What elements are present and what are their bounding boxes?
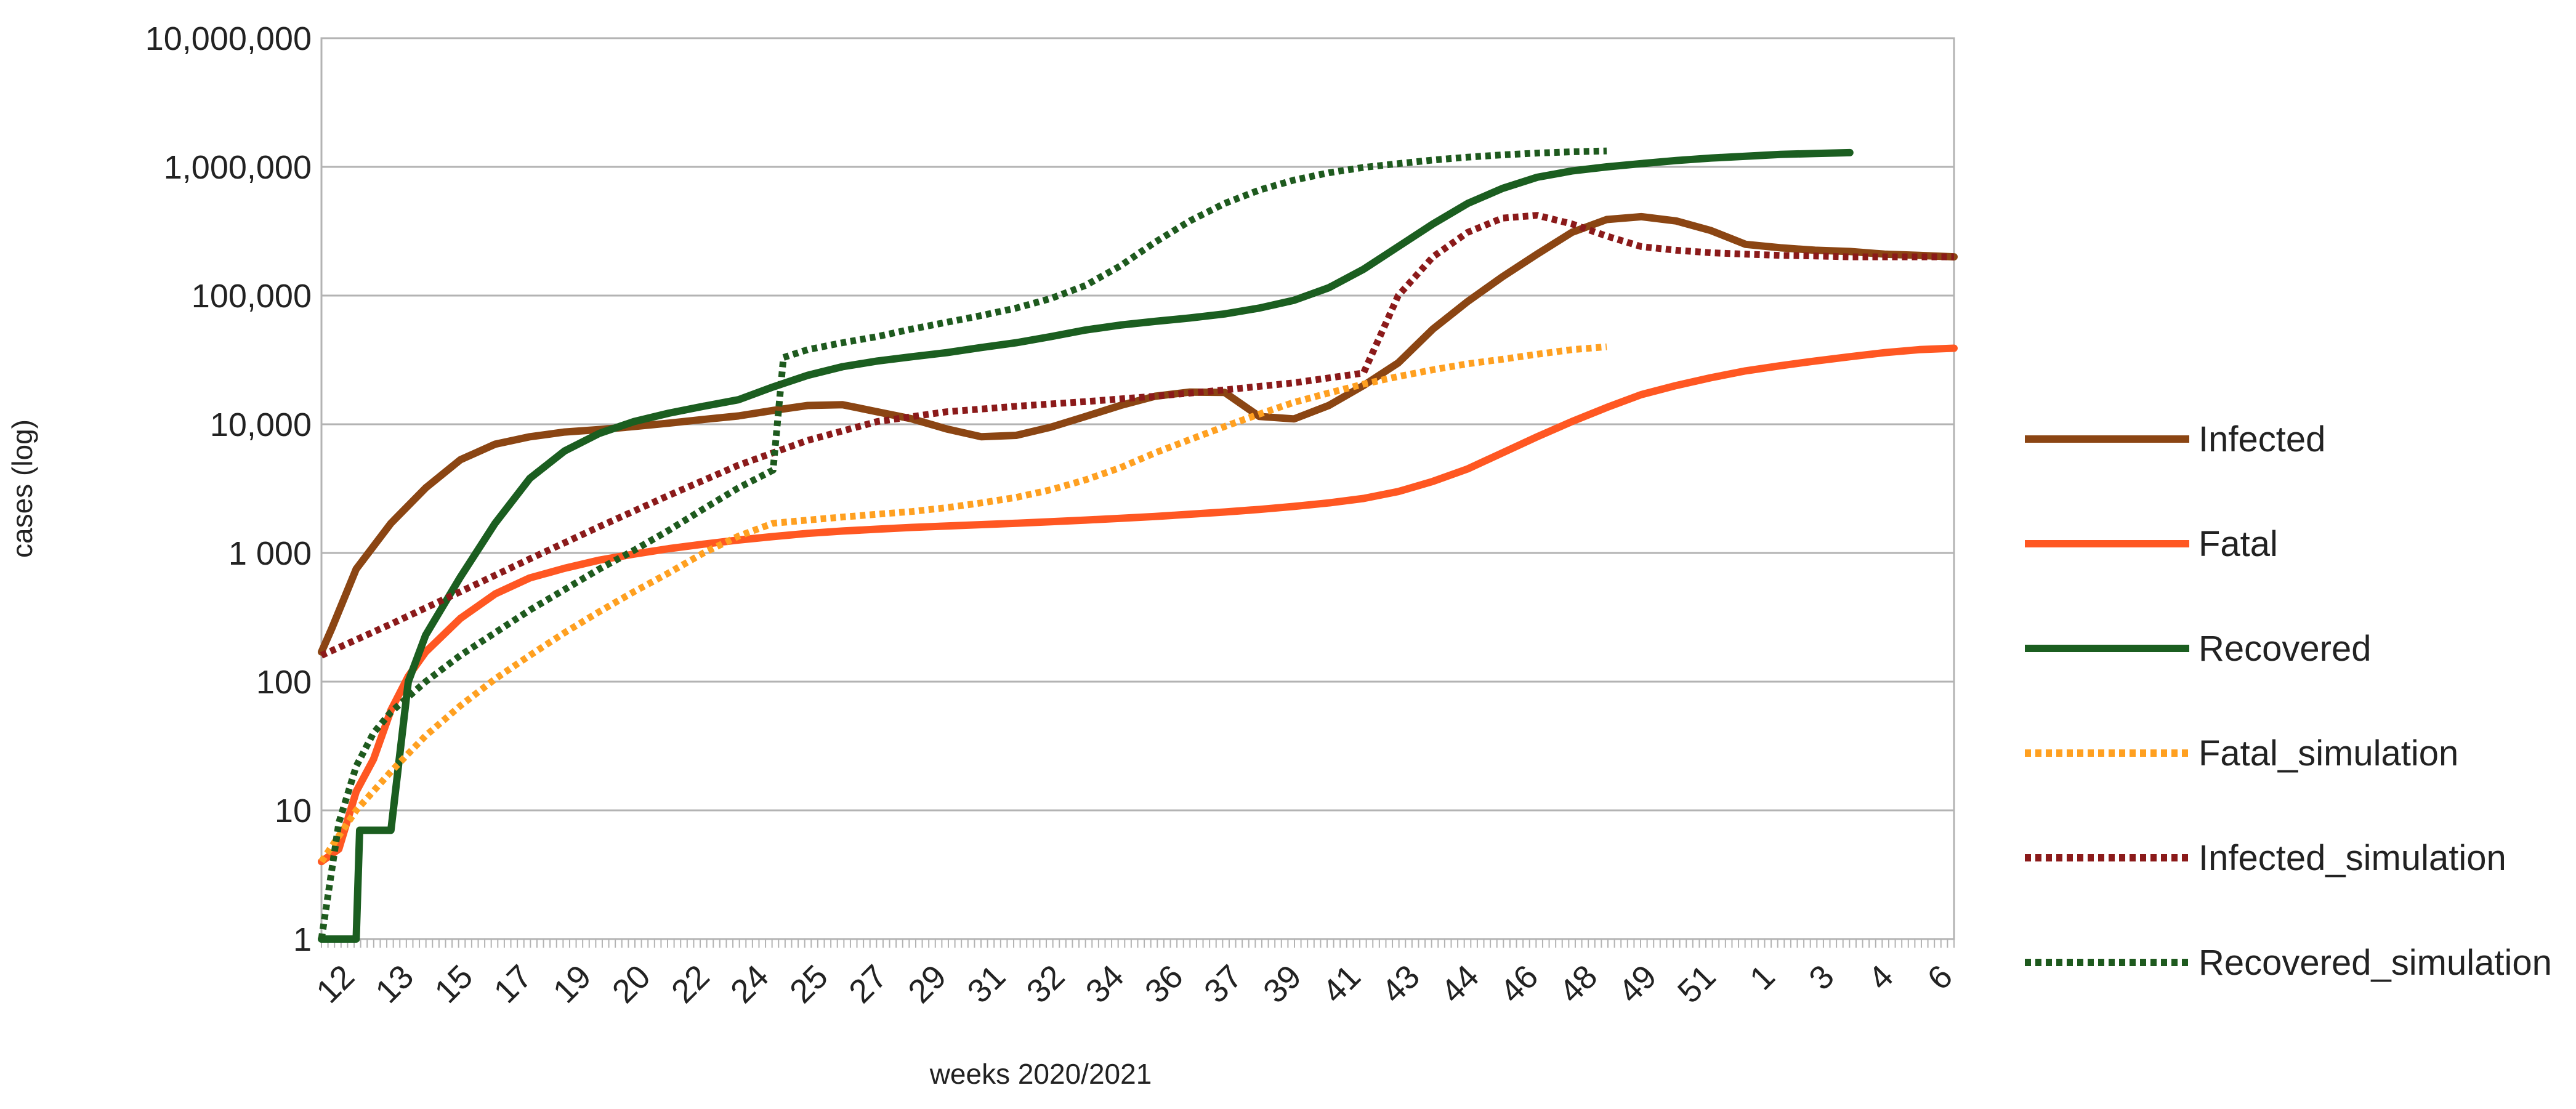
x-tick-label: 3 xyxy=(1802,958,1841,998)
y-axis-title: cases (log) xyxy=(6,419,38,558)
x-tick-label: 46 xyxy=(1493,958,1545,1010)
y-tick-label: 1,000,000 xyxy=(164,149,312,186)
x-tick-label: 1 xyxy=(1743,958,1782,998)
x-tick-label: 51 xyxy=(1671,958,1723,1010)
gridlines xyxy=(321,37,1954,940)
x-tick-label: 39 xyxy=(1256,958,1309,1010)
x-tick-label: 22 xyxy=(664,958,717,1010)
legend: Infected Fatal Recovered Fatal_simulation In… xyxy=(2025,419,2552,983)
x-tick-label: 4 xyxy=(1861,958,1900,998)
x-tick-label: 6 xyxy=(1920,958,1960,998)
series-line-infected xyxy=(318,212,1958,656)
series-line-recovered xyxy=(318,148,1854,943)
x-tick-label: 24 xyxy=(724,958,776,1010)
x-tick-label: 44 xyxy=(1434,958,1486,1010)
x-tick-label: 48 xyxy=(1552,958,1605,1010)
y-tick-label: 1 000 xyxy=(228,535,312,572)
legend-label: Fatal_simulation xyxy=(2198,733,2458,773)
x-tick-label: 36 xyxy=(1138,958,1190,1010)
x-tick-label: 37 xyxy=(1197,958,1250,1010)
y-tick-label: 100,000 xyxy=(192,278,312,315)
legend-label: Infected xyxy=(2198,419,2325,459)
legend-label: Fatal xyxy=(2198,524,2278,564)
legend-label: Recovered xyxy=(2198,629,2371,669)
x-tick-label: 34 xyxy=(1079,958,1131,1010)
y-tick-label: 100 xyxy=(256,664,312,701)
series-line-fatal xyxy=(318,344,1958,866)
y-tick-label: 10,000 xyxy=(210,406,312,443)
x-tick-label: 20 xyxy=(605,958,658,1010)
series-line-recovered-simulation xyxy=(318,147,1607,940)
x-tick-label: 27 xyxy=(842,958,894,1010)
x-tick-label: 49 xyxy=(1612,958,1664,1010)
x-axis-title: weeks 2020/2021 xyxy=(929,1058,1152,1090)
legend-label: Recovered_simulation xyxy=(2198,943,2552,983)
y-tick-label: 10,000,000 xyxy=(145,20,312,57)
x-tick-label: 13 xyxy=(368,958,421,1010)
x-tick-label: 31 xyxy=(960,958,1012,1010)
y-tick-label: 1 xyxy=(293,921,312,958)
x-minor-ticks xyxy=(321,939,1955,948)
x-tick-label: 32 xyxy=(1020,958,1072,1010)
x-tick-label: 17 xyxy=(487,958,539,1010)
x-tick-label: 41 xyxy=(1315,958,1368,1010)
x-tick-labels: 12 13 15 17 19 20 22 24 25 27 29 31 32 34 36 37 39 41 43 44… xyxy=(309,958,1960,1010)
x-tick-label: 12 xyxy=(309,958,361,1010)
series-line-fatal-simulation xyxy=(318,343,1607,864)
series-line-infected-simulation xyxy=(320,212,1954,659)
x-tick-label: 19 xyxy=(546,958,599,1010)
x-tick-label: 15 xyxy=(427,958,480,1010)
x-tick-label: 29 xyxy=(901,958,953,1010)
y-tick-labels: 1 10 100 1 000 10,000 100,000 1,000,000 10,000,… xyxy=(145,20,312,958)
plot-area xyxy=(320,37,1955,940)
y-tick-label: 10 xyxy=(275,792,312,829)
x-tick-label: 43 xyxy=(1375,958,1427,1010)
legend-label: Infected_simulation xyxy=(2198,838,2506,878)
series-lines xyxy=(318,147,1958,943)
x-tick-label: 25 xyxy=(783,958,835,1010)
